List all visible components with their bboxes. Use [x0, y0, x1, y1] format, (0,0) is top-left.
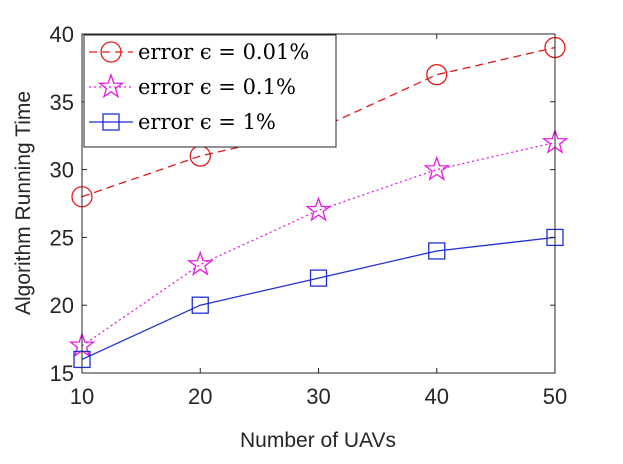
series-line-1 [81, 46, 556, 198]
data-point-s2-3 [305, 196, 332, 222]
x-tick-label: 30 [306, 384, 330, 409]
data-point-s3-4 [428, 242, 446, 260]
data-point-s2-2 [186, 250, 214, 276]
legend-marker-1 [100, 41, 122, 63]
series-line-2 [81, 141, 556, 347]
tick-layer: 10 20 30 40 50 15 20 25 30 35 40 [50, 22, 568, 409]
x-tick-label: 20 [188, 384, 212, 409]
legend-marker-2 [97, 73, 125, 99]
data-point-s2-4 [423, 155, 451, 181]
data-point-s3-3 [309, 269, 328, 287]
legend-label-2: error ϵ = 0.1% [138, 75, 296, 99]
y-tick-label: 30 [50, 158, 74, 183]
legend-label-3: error ϵ = 1% [138, 110, 276, 134]
legend-marker-3 [102, 113, 120, 131]
y-tick-label: 15 [50, 361, 74, 386]
x-tick-label: 40 [425, 384, 449, 409]
legend-box [83, 34, 337, 148]
legend-label-1: error ϵ = 0.01% [138, 40, 309, 64]
x-tick-label: 10 [70, 384, 94, 409]
x-axis-label: Number of UAVs [240, 429, 396, 452]
y-tick-label: 40 [50, 22, 74, 47]
y-tick-label: 25 [50, 225, 74, 250]
y-tick-label: 35 [50, 90, 74, 115]
x-tick-label: 50 [543, 384, 567, 409]
series-line-3 [81, 236, 556, 361]
y-axis-label: Algorithm Running Time [12, 91, 35, 315]
data-point-s1-4 [426, 64, 448, 86]
legend: error ϵ = 0.01% error ϵ = 0.1% error ϵ = 1… [83, 34, 337, 148]
data-point-s3-2 [191, 296, 209, 314]
y-tick-label: 20 [50, 293, 74, 318]
